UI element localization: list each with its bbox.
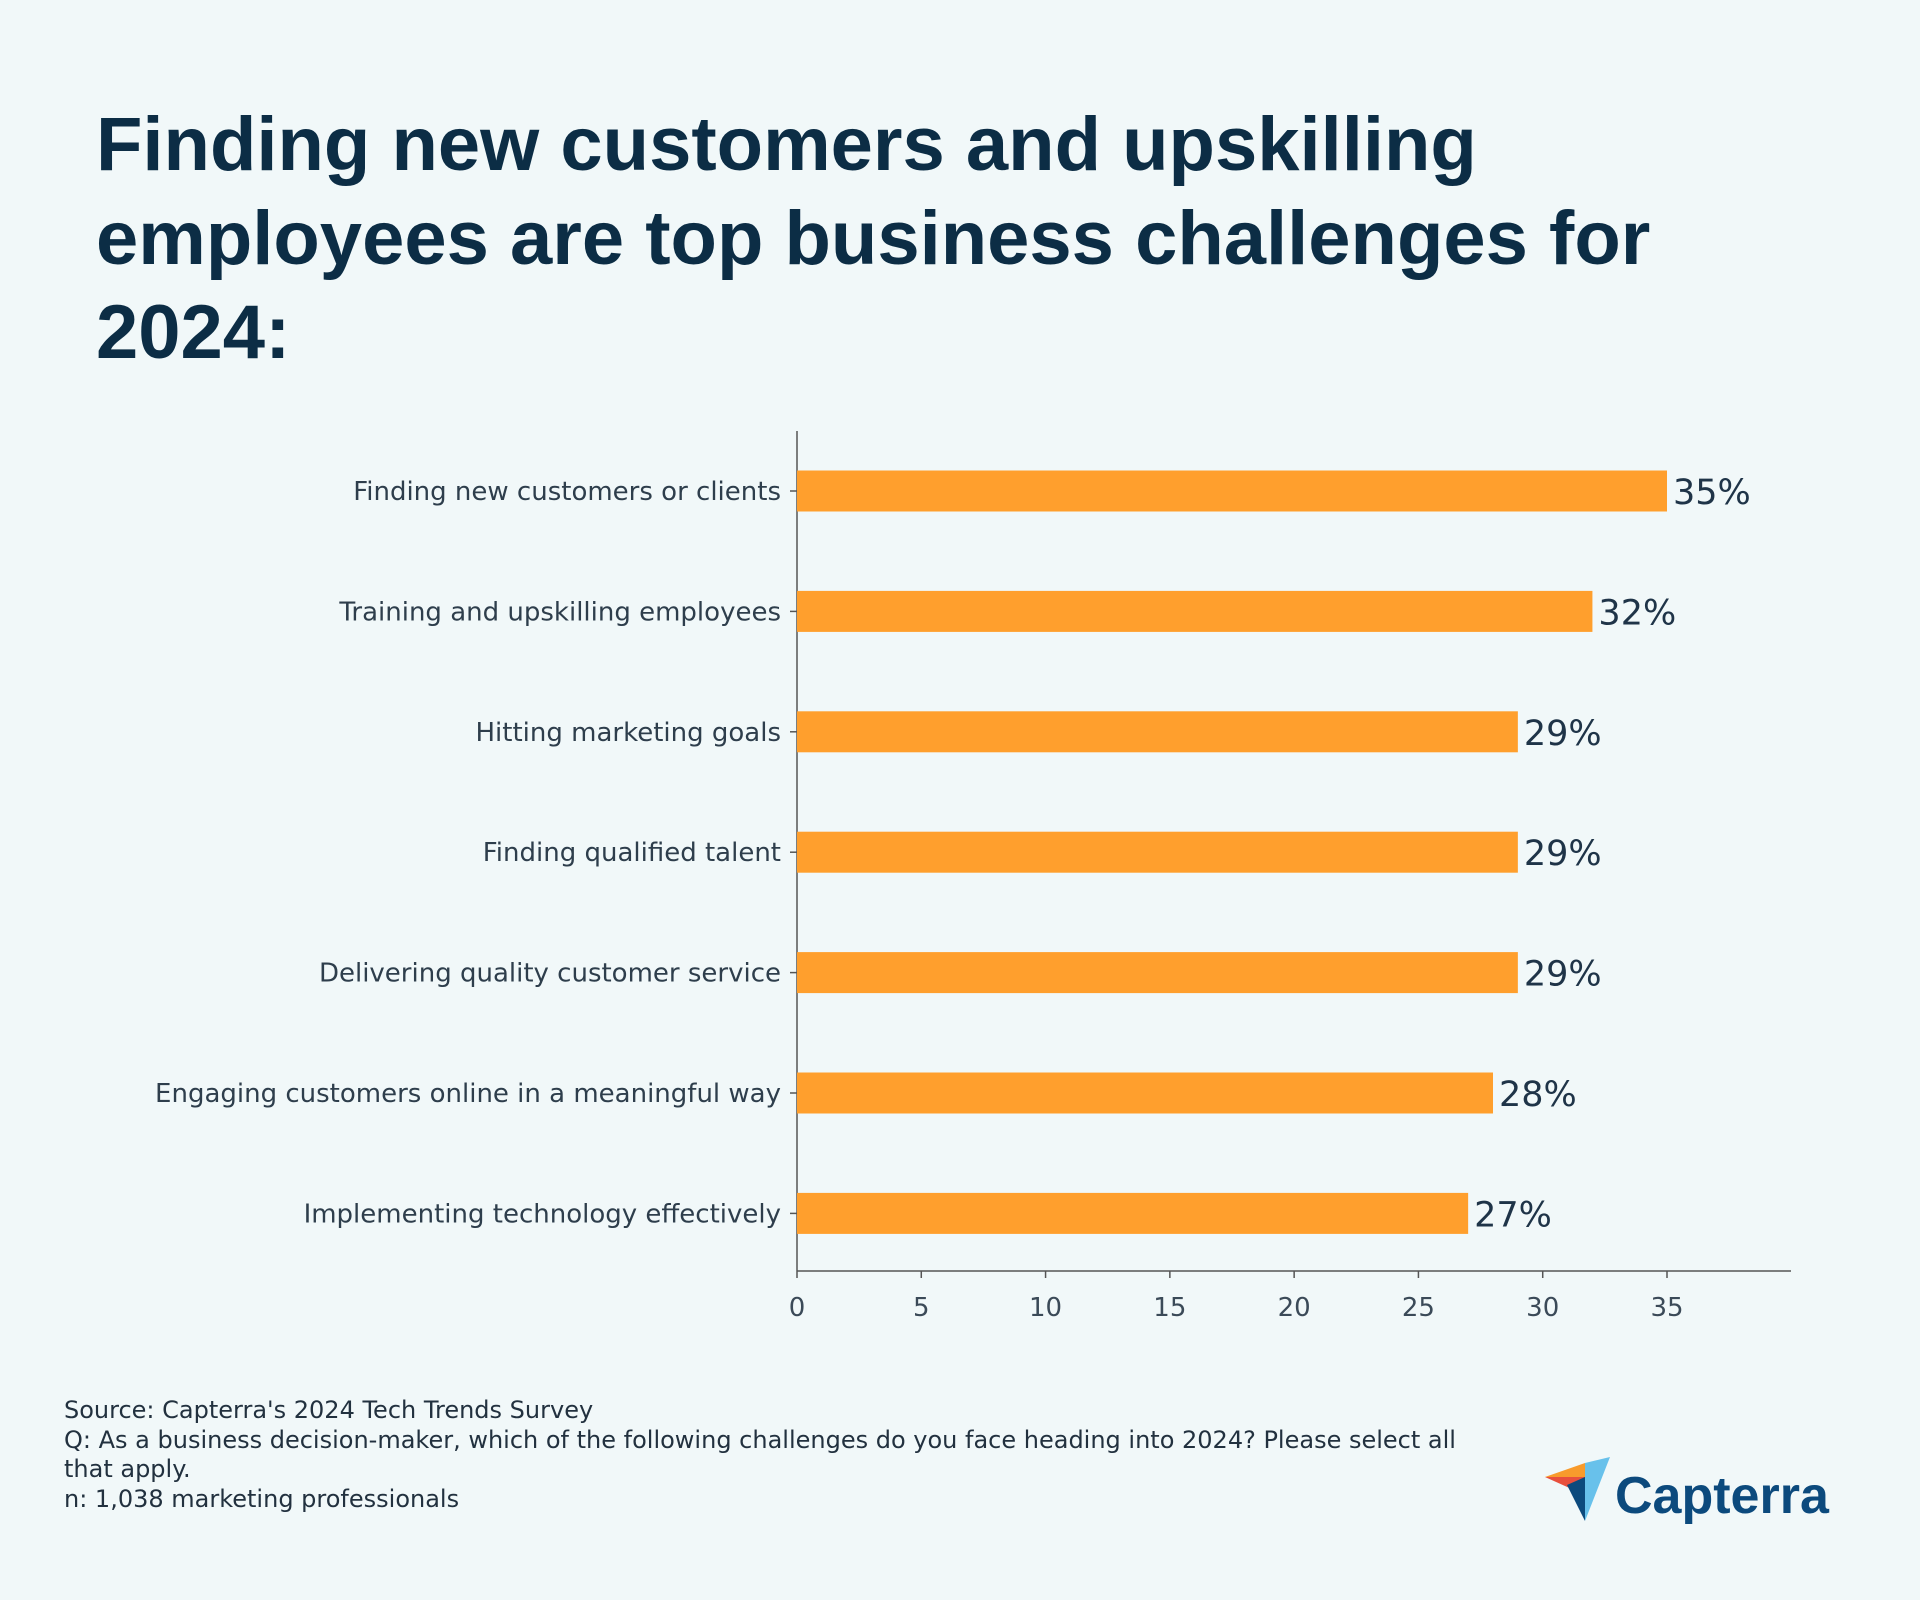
x-tick-label: 20	[1278, 1293, 1311, 1323]
value-label: 35%	[1673, 473, 1751, 513]
bar	[797, 1072, 1493, 1114]
sample-size-note: n: 1,038 marketing professionals	[64, 1484, 460, 1513]
value-label: 29%	[1524, 714, 1602, 754]
category-label: Finding new customers or clients	[353, 477, 781, 507]
bar	[797, 590, 1593, 632]
bar	[797, 952, 1518, 994]
x-tick-label: 30	[1526, 1293, 1559, 1323]
footer-notes: Source: Capterra's 2024 Tech Trends Surv…	[64, 1396, 1464, 1514]
value-label: 28%	[1499, 1075, 1577, 1115]
value-label: 29%	[1524, 955, 1602, 995]
bar	[797, 470, 1667, 512]
category-label: Implementing technology effectively	[304, 1199, 781, 1229]
value-label: 32%	[1598, 593, 1676, 633]
x-tick-label: 10	[1029, 1293, 1062, 1323]
bar	[797, 831, 1518, 873]
bar	[797, 711, 1518, 753]
capterra-logo-icon: Capterra	[1545, 1457, 1830, 1525]
question-note: Q: As a business decision-maker, which o…	[64, 1425, 1456, 1484]
x-tick-label: 25	[1402, 1293, 1435, 1323]
x-tick-label: 0	[789, 1293, 806, 1323]
category-label: Engaging customers online in a meaningfu…	[155, 1079, 781, 1109]
x-tick-label: 15	[1153, 1293, 1186, 1323]
value-label: 29%	[1524, 834, 1602, 874]
category-label: Finding qualified talent	[483, 838, 781, 868]
capterra-logo: Capterra	[1545, 1455, 1845, 1535]
source-note: Source: Capterra's 2024 Tech Trends Surv…	[64, 1396, 594, 1424]
category-label: Hitting marketing goals	[476, 718, 782, 748]
category-label: Training and upskilling employees	[338, 597, 781, 627]
x-tick-label: 35	[1650, 1293, 1683, 1323]
bar-chart: Finding new customers or clients 35% Train…	[155, 431, 1791, 1323]
bar	[797, 1192, 1469, 1234]
category-label: Delivering quality customer service	[319, 959, 781, 989]
value-label: 27%	[1474, 1195, 1552, 1235]
x-tick-label: 5	[913, 1293, 930, 1323]
svg-text:Capterra: Capterra	[1615, 1467, 1830, 1525]
chart-title: Finding new customers and upskilling emp…	[96, 102, 1651, 375]
